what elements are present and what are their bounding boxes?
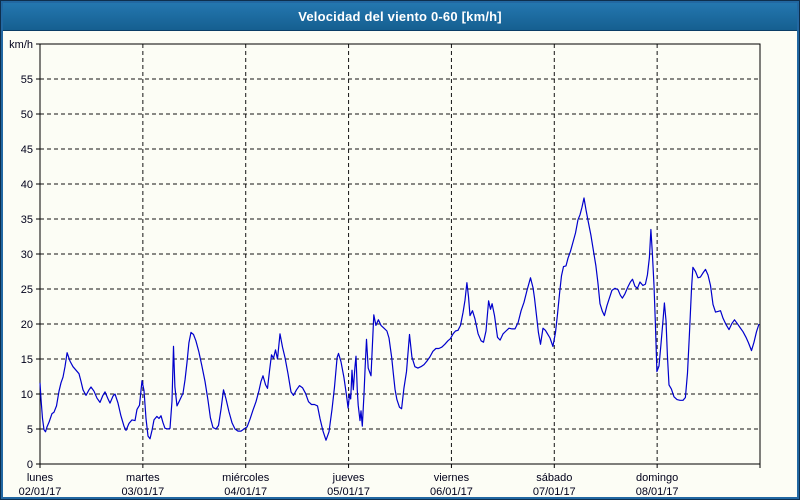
x-day-name-label: jueves xyxy=(332,472,365,484)
y-tick-label: 40 xyxy=(21,179,33,191)
x-day-date-label: 02/01/17 xyxy=(19,486,62,498)
x-day-date-label: 08/01/17 xyxy=(636,486,679,498)
y-tick-label: 0 xyxy=(27,459,33,471)
chart-area: 0 5 10 15 20 25 30 35 40 45 50 55 km/h lunes 02/01/17 m… xyxy=(3,31,797,498)
y-tick-label: 45 xyxy=(21,144,33,156)
window-title: Velocidad del viento 0-60 [km/h] xyxy=(298,9,502,24)
x-day-date-label: 04/01/17 xyxy=(224,486,267,498)
x-day-name-label: viernes xyxy=(434,472,470,484)
x-day-date-label: 07/01/17 xyxy=(533,486,576,498)
x-day-date-label: 05/01/17 xyxy=(327,486,370,498)
y-tick-label: 30 xyxy=(21,249,33,261)
x-day-name-label: martes xyxy=(126,472,160,484)
x-day-name-label: sábado xyxy=(536,472,572,484)
y-tick-label: 5 xyxy=(27,424,33,436)
y-axis-unit-label: km/h xyxy=(9,39,33,51)
y-tick-label: 50 xyxy=(21,109,33,121)
x-day-name-label: miércoles xyxy=(222,472,270,484)
y-tick-label: 25 xyxy=(21,284,33,296)
x-day-date-label: 03/01/17 xyxy=(121,486,164,498)
x-day-name-label: domingo xyxy=(636,472,678,484)
x-day-name-label: lunes xyxy=(27,472,54,484)
y-tick-label: 15 xyxy=(21,354,33,366)
wind-speed-line xyxy=(39,197,760,441)
plot-frame xyxy=(39,43,761,465)
wind-speed-chart: 0 5 10 15 20 25 30 35 40 45 50 55 km/h lunes 02/01/17 m… xyxy=(9,39,761,498)
x-day-date-label: 06/01/17 xyxy=(430,486,473,498)
title-bar: Velocidad del viento 0-60 [km/h] xyxy=(3,3,797,31)
y-tick-label: 10 xyxy=(21,389,33,401)
y-tick-label: 35 xyxy=(21,214,33,226)
y-tick-label: 55 xyxy=(21,74,33,86)
y-tick-label: 20 xyxy=(21,319,33,331)
